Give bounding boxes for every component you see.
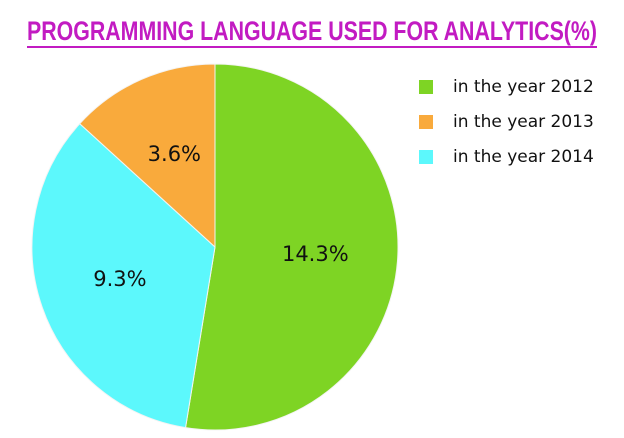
slice-label: 9.3% [93,267,146,291]
slice-label: 14.3% [282,242,349,266]
pie-slice [79,63,216,249]
legend-swatch [419,115,433,129]
legend-label: in the year 2014 [453,147,594,167]
legend-swatch [419,150,433,164]
chart-title: PROGRAMMING LANGUAGE USED FOR ANALYTICS(… [27,16,597,46]
slice-label: 3.6% [148,142,201,166]
legend-label: in the year 2012 [453,77,594,97]
pie-slice [31,123,216,429]
pie-slice [184,63,399,431]
legend-label: in the year 2013 [453,112,594,132]
legend-swatch [419,80,433,94]
